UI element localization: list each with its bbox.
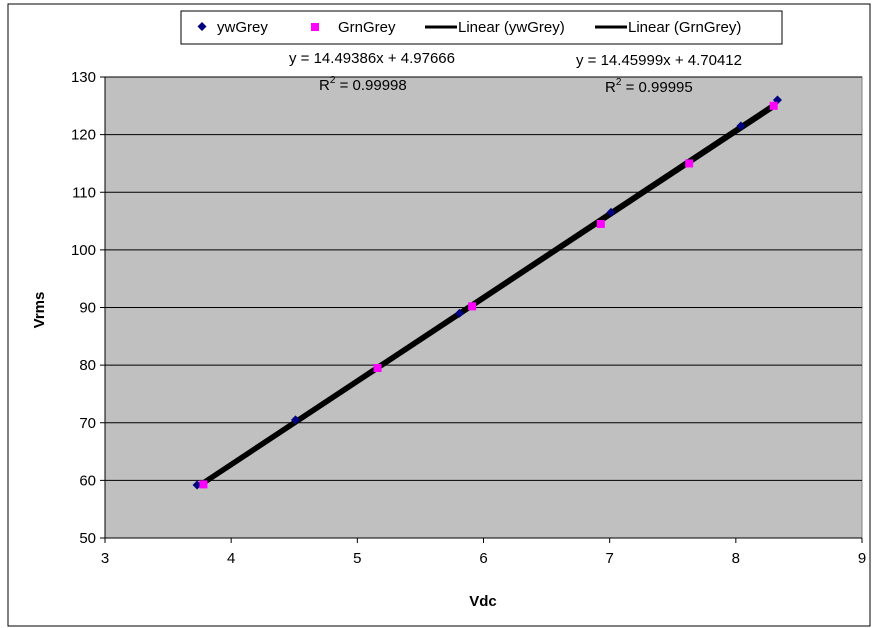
tick-labels: 50 60 70 80 90 100 110 120 130 3 4 5 6 7 8 9 <box>71 69 866 567</box>
legend-marker-ywgrey <box>197 22 207 31</box>
r2-value: = 0.99995 <box>621 79 692 96</box>
x-axis-title: Vdc <box>469 593 497 610</box>
y-tick-label: 120 <box>71 127 96 144</box>
y-tick-label: 90 <box>79 300 96 317</box>
data-point-ywgrey <box>291 415 301 425</box>
trendline-r2-grngrey: R2 = 0.99995 <box>605 77 693 96</box>
trendline-r2-ywgrey: R2 = 0.99998 <box>319 75 407 94</box>
y-tick-label: 60 <box>79 472 96 489</box>
data-point-ywgrey <box>606 207 616 217</box>
legend: ywGrey GrnGrey Linear (ywGrey) Linear (G… <box>180 10 783 45</box>
x-tick-label: 8 <box>732 550 740 567</box>
trendline-equation-ywgrey: y = 14.49386x + 4.97666 <box>289 50 455 67</box>
data-point-ywgrey <box>455 308 465 318</box>
data-point-grngrey <box>468 302 477 311</box>
r2-superscript: 2 <box>616 77 622 88</box>
legend-label-grngrey: GrnGrey <box>338 19 396 36</box>
data-point-grngrey <box>769 101 778 110</box>
x-tick-label: 9 <box>858 550 866 567</box>
y-tick-label: 50 <box>79 530 96 547</box>
y-tick-label: 70 <box>79 415 96 432</box>
trendline-equation-grngrey: y = 14.45999x + 4.70412 <box>576 52 742 69</box>
legend-label-linear-grngrey: Linear (GrnGrey) <box>628 19 741 36</box>
x-tick-label: 3 <box>101 550 109 567</box>
y-tick-label: 130 <box>71 69 96 86</box>
x-tick-label: 7 <box>605 550 613 567</box>
x-tick-label: 6 <box>479 550 487 567</box>
legend-label-ywgrey: ywGrey <box>217 19 268 36</box>
x-tick-label: 4 <box>227 550 235 567</box>
r2-label: R <box>605 79 616 96</box>
gridlines <box>105 76 862 481</box>
y-tick-label: 100 <box>71 242 96 259</box>
data-point-grngrey <box>596 219 605 228</box>
data-point-grngrey <box>373 364 382 373</box>
legend-label-linear-ywgrey: Linear (ywGrey) <box>458 19 565 36</box>
r2-value: = 0.99998 <box>335 77 406 94</box>
data-points <box>192 95 782 490</box>
data-point-ywgrey <box>736 121 746 131</box>
data-point-grngrey <box>685 159 694 168</box>
y-tick-label: 80 <box>79 357 96 374</box>
r2-superscript: 2 <box>330 75 336 86</box>
y-axis-title: Vrms <box>31 292 48 329</box>
y-tick-label: 110 <box>72 184 96 201</box>
legend-marker-grngrey <box>311 23 319 31</box>
r2-label: R <box>319 77 330 94</box>
data-point-grngrey <box>199 480 208 489</box>
x-tick-label: 5 <box>353 550 361 567</box>
data-point-ywgrey <box>192 480 202 490</box>
legend-box <box>180 10 783 45</box>
